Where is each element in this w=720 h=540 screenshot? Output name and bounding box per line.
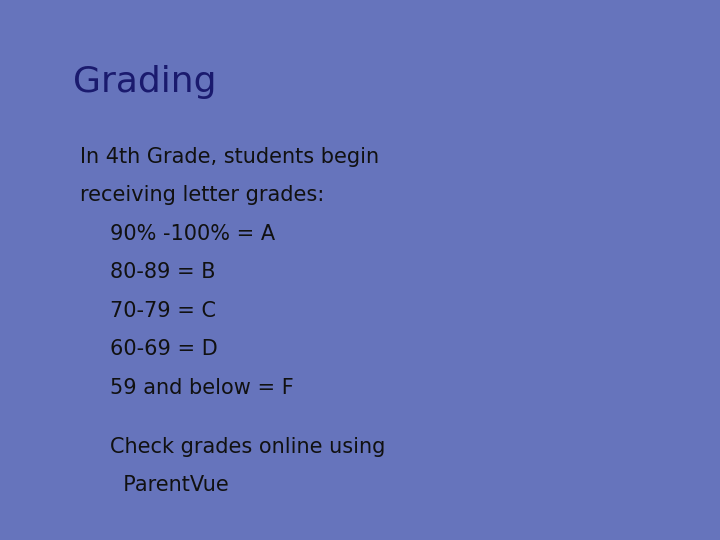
Text: 80-89 = B: 80-89 = B <box>110 262 216 282</box>
Text: ❖: ❖ <box>86 339 104 358</box>
Text: Grading: Grading <box>73 65 216 99</box>
Text: 60-69 = D: 60-69 = D <box>110 339 218 359</box>
Text: ❖: ❖ <box>86 377 104 397</box>
Text: Check grades online using: Check grades online using <box>110 437 386 457</box>
Text: ParentVue: ParentVue <box>110 475 229 495</box>
Text: ❖: ❖ <box>86 224 104 243</box>
Text: 90% -100% = A: 90% -100% = A <box>110 224 276 244</box>
Text: ❖: ❖ <box>86 301 104 320</box>
Text: In 4th Grade, students begin: In 4th Grade, students begin <box>79 147 379 167</box>
Text: 70-79 = C: 70-79 = C <box>110 301 216 321</box>
Text: ❖: ❖ <box>86 437 104 456</box>
Text: receiving letter grades:: receiving letter grades: <box>79 185 324 205</box>
Text: 59 and below = F: 59 and below = F <box>110 377 294 398</box>
Text: ❖: ❖ <box>86 262 104 281</box>
